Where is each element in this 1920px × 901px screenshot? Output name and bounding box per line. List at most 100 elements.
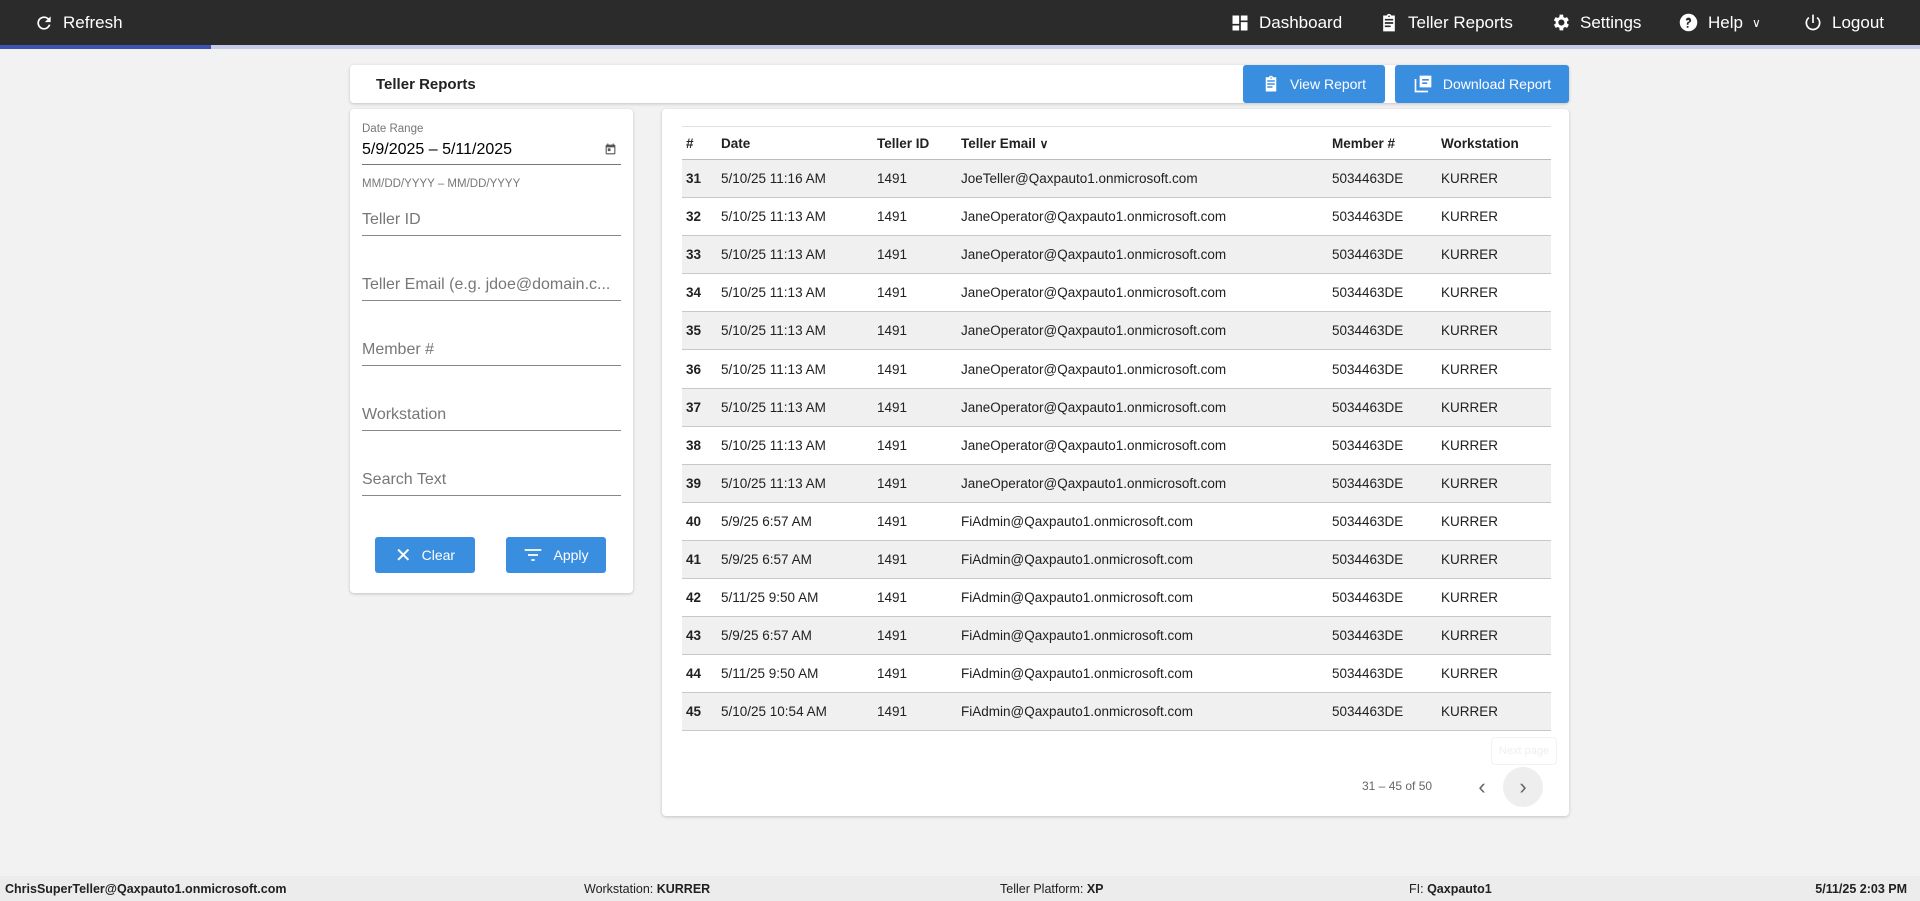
next-page-button[interactable]: › (1503, 767, 1543, 807)
col-workstation[interactable]: Workstation (1437, 126, 1551, 160)
footer-platform-value: XP (1086, 882, 1104, 896)
row-member: 5034463DE (1328, 426, 1437, 465)
table-row[interactable]: 44 5/11/25 9:50 AM 1491 FiAdmin@Qaxpauto1.o… (682, 654, 1551, 694)
sort-desc-icon: ∨ (1039, 136, 1049, 151)
table-row[interactable]: 42 5/11/25 9:50 AM 1491 FiAdmin@Qaxpauto1.o… (682, 578, 1551, 618)
row-teller-id: 1491 (873, 273, 957, 313)
chevron-left-icon: ‹ (1478, 774, 1486, 799)
gear-icon (1553, 14, 1569, 31)
filter-panel: Date Range 5/9/2025 – 5/11/2025 MM/DD/YY… (350, 109, 633, 593)
workstation-input[interactable]: Workstation (362, 401, 621, 431)
member-placeholder: Member # (362, 341, 435, 358)
row-member: 5034463DE (1328, 502, 1437, 541)
search-text-placeholder: Search Text (362, 471, 447, 488)
teller-email-input[interactable]: Teller Email (e.g. jdoe@domain.c... (362, 271, 621, 301)
row-workstation: KURRER (1437, 159, 1551, 199)
row-teller-email: FiAdmin@Qaxpauto1.onmicrosoft.com (957, 578, 1328, 618)
member-input[interactable]: Member # (362, 336, 621, 366)
row-member: 5034463DE (1328, 540, 1437, 580)
date-range-input[interactable]: 5/9/2025 – 5/11/2025 (362, 140, 621, 165)
row-teller-email: FiAdmin@Qaxpauto1.onmicrosoft.com (957, 692, 1328, 732)
row-workstation: KURRER (1437, 311, 1551, 351)
dashboard-icon (1232, 15, 1248, 30)
page-header-card: Teller Reports View Report Download Repo… (350, 65, 1569, 103)
row-number: 35 (682, 311, 717, 351)
refresh-button[interactable]: Refresh (34, 0, 123, 45)
row-member: 5034463DE (1328, 349, 1437, 389)
footer-platform: Teller Platform: XP (1000, 882, 1104, 896)
refresh-icon (37, 15, 51, 30)
row-number: 31 (682, 159, 717, 199)
table-row[interactable]: 45 5/10/25 10:54 AM 1491 FiAdmin@Qaxpauto1.… (682, 692, 1551, 732)
view-report-button[interactable]: View Report (1243, 65, 1385, 103)
row-workstation: KURRER (1437, 464, 1551, 503)
table-row[interactable]: 32 5/10/25 11:13 AM 1491 JaneOperator@Qaxpa… (682, 197, 1551, 237)
table-row[interactable]: 40 5/9/25 6:57 AM 1491 FiAdmin@Qaxpauto1.on… (682, 502, 1551, 541)
row-teller-email: JaneOperator@Qaxpauto1.onmicrosoft.com (957, 464, 1328, 503)
table-row[interactable]: 41 5/9/25 6:57 AM 1491 FiAdmin@Qaxpauto1.on… (682, 540, 1551, 580)
table-row[interactable]: 33 5/10/25 11:13 AM 1491 JaneOperator@Qaxpa… (682, 235, 1551, 275)
download-report-button[interactable]: Download Report (1395, 65, 1569, 103)
row-member: 5034463DE (1328, 197, 1437, 237)
table-row[interactable]: 34 5/10/25 11:13 AM 1491 JaneOperator@Qaxpa… (682, 273, 1551, 313)
row-workstation: KURRER (1437, 654, 1551, 694)
row-date: 5/10/25 11:13 AM (717, 197, 873, 237)
row-workstation: KURRER (1437, 692, 1551, 732)
row-teller-email: JaneOperator@Qaxpauto1.onmicrosoft.com (957, 388, 1328, 427)
row-date: 5/10/25 11:13 AM (717, 273, 873, 313)
table-row[interactable]: 37 5/10/25 11:13 AM 1491 JaneOperator@Qaxpa… (682, 388, 1551, 427)
row-number: 33 (682, 235, 717, 275)
row-member: 5034463DE (1328, 311, 1437, 351)
col-date[interactable]: Date (717, 126, 873, 160)
nav-teller-reports[interactable]: Teller Reports (1379, 0, 1513, 45)
table-row[interactable]: 43 5/9/25 6:57 AM 1491 FiAdmin@Qaxpauto1.on… (682, 616, 1551, 656)
nav-logout-label: Logout (1832, 12, 1884, 32)
row-member: 5034463DE (1328, 464, 1437, 503)
row-number: 36 (682, 349, 717, 389)
nav-settings[interactable]: Settings (1550, 0, 1641, 45)
row-number: 41 (682, 540, 717, 580)
col-teller-id[interactable]: Teller ID (873, 126, 957, 160)
teller-email-placeholder: Teller Email (e.g. jdoe@domain.c... (362, 276, 611, 293)
col-member[interactable]: Member # (1328, 126, 1437, 160)
chevron-right-icon: › (1519, 774, 1527, 799)
table-row[interactable]: 38 5/10/25 11:13 AM 1491 JaneOperator@Qaxpa… (682, 426, 1551, 465)
row-member: 5034463DE (1328, 578, 1437, 618)
nav-help[interactable]: Help ∨ (1678, 0, 1761, 45)
date-format-hint: MM/DD/YYYY – MM/DD/YYYY (362, 178, 521, 190)
teller-id-input[interactable]: Teller ID (362, 206, 621, 236)
footer-user: ChrisSuperTeller@Qaxpauto1.onmicrosoft.c… (5, 882, 287, 896)
row-date: 5/10/25 11:13 AM (717, 235, 873, 275)
nav-logout[interactable]: Logout (1803, 0, 1884, 45)
table-row[interactable]: 39 5/10/25 11:13 AM 1491 JaneOperator@Qaxpa… (682, 464, 1551, 503)
row-date: 5/10/25 10:54 AM (717, 692, 873, 732)
col-teller-email-label: Teller Email (961, 135, 1036, 151)
table-row[interactable]: 35 5/10/25 11:13 AM 1491 JaneOperator@Qaxpa… (682, 311, 1551, 351)
table-row[interactable]: 36 5/10/25 11:13 AM 1491 JaneOperator@Qaxpa… (682, 349, 1551, 389)
clear-label: Clear (421, 547, 456, 563)
table-row[interactable]: 31 5/10/25 11:16 AM 1491 JoeTeller@Qaxpauto… (682, 159, 1551, 199)
clear-button[interactable]: ✕ Clear (375, 537, 475, 573)
loading-progress-bar (0, 45, 1920, 49)
row-teller-email: JaneOperator@Qaxpauto1.onmicrosoft.com (957, 311, 1328, 351)
previous-page-button[interactable]: ‹ (1462, 767, 1502, 807)
row-member: 5034463DE (1328, 388, 1437, 427)
search-text-input[interactable]: Search Text (362, 466, 621, 496)
row-number: 34 (682, 273, 717, 313)
nav-dashboard[interactable]: Dashboard (1230, 0, 1342, 45)
row-member: 5034463DE (1328, 159, 1437, 199)
row-teller-email: JaneOperator@Qaxpauto1.onmicrosoft.com (957, 273, 1328, 313)
col-teller-email[interactable]: Teller Email ∨ (957, 126, 1328, 160)
row-workstation: KURRER (1437, 349, 1551, 389)
row-date: 5/10/25 11:13 AM (717, 388, 873, 427)
refresh-label: Refresh (63, 12, 123, 32)
row-teller-id: 1491 (873, 388, 957, 427)
clipboard-icon (1265, 75, 1277, 92)
row-date: 5/10/25 11:13 AM (717, 349, 873, 389)
row-workstation: KURRER (1437, 578, 1551, 618)
row-date: 5/9/25 6:57 AM (717, 540, 873, 580)
progress-fill (0, 45, 212, 49)
apply-button[interactable]: Apply (506, 537, 606, 573)
col-number[interactable]: # (682, 126, 717, 160)
calendar-icon[interactable] (604, 143, 617, 156)
